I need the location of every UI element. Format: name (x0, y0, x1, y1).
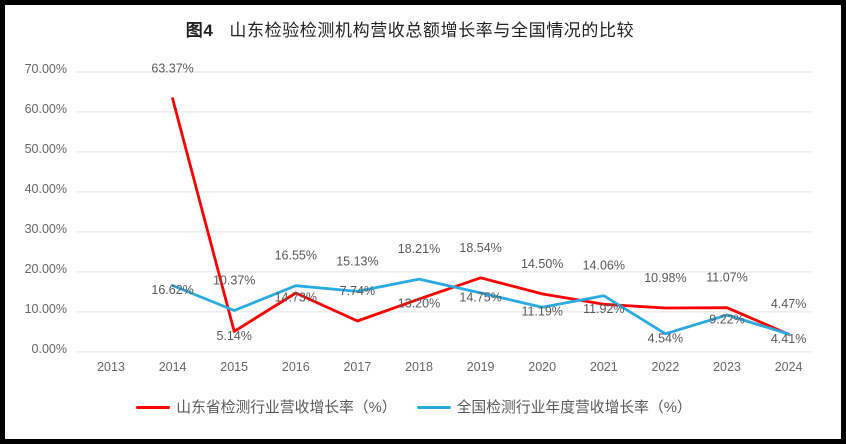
svg-text:2017: 2017 (343, 360, 371, 374)
svg-text:14.06%: 14.06% (583, 259, 625, 273)
svg-text:70.00%: 70.00% (25, 62, 67, 76)
svg-text:2023: 2023 (713, 360, 741, 374)
svg-text:10.98%: 10.98% (644, 271, 686, 285)
svg-text:4.54%: 4.54% (648, 331, 683, 345)
svg-text:18.21%: 18.21% (398, 242, 440, 256)
svg-text:14.50%: 14.50% (521, 257, 563, 271)
svg-text:7.74%: 7.74% (340, 284, 375, 298)
svg-text:9.22%: 9.22% (709, 313, 744, 327)
svg-text:50.00%: 50.00% (25, 142, 67, 156)
svg-text:16.55%: 16.55% (275, 249, 317, 263)
svg-text:2013: 2013 (97, 360, 125, 374)
svg-text:14.75%: 14.75% (459, 290, 501, 304)
svg-text:40.00%: 40.00% (25, 182, 67, 196)
svg-text:2021: 2021 (590, 360, 618, 374)
svg-text:11.92%: 11.92% (583, 302, 624, 316)
svg-text:2015: 2015 (220, 360, 248, 374)
svg-text:13.20%: 13.20% (398, 297, 440, 311)
svg-text:2016: 2016 (282, 360, 310, 374)
svg-text:4.47%: 4.47% (771, 297, 806, 311)
svg-text:4.41%: 4.41% (771, 332, 806, 346)
svg-text:15.13%: 15.13% (336, 254, 378, 268)
svg-text:18.54%: 18.54% (459, 241, 501, 255)
svg-text:2022: 2022 (651, 360, 679, 374)
svg-text:2020: 2020 (528, 360, 556, 374)
svg-text:2024: 2024 (775, 360, 803, 374)
svg-text:16.62%: 16.62% (151, 283, 193, 297)
svg-text:14.73%: 14.73% (275, 291, 317, 305)
svg-text:10.00%: 10.00% (25, 302, 67, 316)
svg-text:2014: 2014 (159, 360, 187, 374)
svg-text:5.14%: 5.14% (216, 329, 251, 343)
svg-text:11.19%: 11.19% (521, 305, 562, 319)
svg-text:20.00%: 20.00% (25, 262, 67, 276)
svg-text:63.37%: 63.37% (151, 62, 193, 76)
svg-text:2019: 2019 (467, 360, 495, 374)
svg-text:2018: 2018 (405, 360, 433, 374)
svg-text:10.37%: 10.37% (213, 274, 255, 288)
svg-text:0.00%: 0.00% (32, 342, 67, 356)
svg-text:11.07%: 11.07% (706, 271, 747, 285)
svg-text:30.00%: 30.00% (25, 222, 67, 236)
svg-text:60.00%: 60.00% (25, 102, 67, 116)
